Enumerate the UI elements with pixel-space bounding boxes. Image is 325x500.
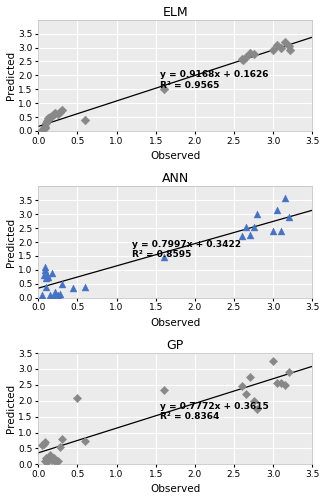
Point	[270, 357, 276, 365]
Point	[59, 435, 64, 443]
Point	[243, 54, 248, 62]
Point	[49, 112, 54, 120]
Point	[44, 118, 49, 126]
Y-axis label: Predicted: Predicted	[6, 218, 16, 266]
Point	[286, 368, 292, 376]
Point	[42, 266, 47, 274]
Point	[83, 116, 88, 124]
Point	[40, 126, 45, 134]
Point	[44, 274, 49, 282]
Point	[83, 282, 88, 290]
Point	[41, 272, 46, 280]
Point	[251, 222, 256, 230]
Point	[42, 124, 47, 132]
Point	[282, 38, 287, 46]
Point	[47, 113, 53, 121]
Point	[243, 222, 248, 230]
Point	[58, 108, 63, 116]
Point	[47, 451, 53, 459]
Point	[46, 114, 51, 122]
Point	[53, 288, 58, 296]
Point	[46, 456, 51, 464]
Point	[71, 284, 76, 292]
Point	[239, 382, 244, 390]
Title: ANN: ANN	[162, 172, 189, 185]
Text: y = 0.7772x + 0.3615
R² = 0.8364: y = 0.7772x + 0.3615 R² = 0.8364	[160, 402, 268, 421]
Point	[43, 457, 48, 465]
Point	[47, 291, 53, 299]
Point	[278, 380, 283, 388]
Point	[278, 44, 283, 52]
Point	[255, 404, 260, 412]
Point	[251, 50, 256, 58]
Point	[251, 396, 256, 404]
Point	[286, 213, 292, 221]
Point	[274, 41, 280, 49]
Y-axis label: Predicted: Predicted	[6, 51, 16, 100]
Point	[243, 390, 248, 398]
Point	[44, 454, 49, 462]
Point	[161, 254, 166, 262]
Point	[278, 227, 283, 235]
Point	[42, 438, 47, 446]
Text: y = 0.7997x + 0.3422
R² = 0.8595: y = 0.7997x + 0.3422 R² = 0.8595	[132, 240, 241, 260]
Point	[75, 394, 80, 402]
Point	[44, 456, 49, 464]
Point	[53, 109, 58, 117]
Point	[239, 54, 244, 62]
Point	[59, 106, 64, 114]
Point	[51, 110, 57, 118]
Point	[44, 118, 49, 126]
Point	[44, 282, 49, 290]
Title: GP: GP	[167, 339, 184, 352]
Point	[49, 456, 54, 464]
Point	[274, 380, 280, 388]
Title: ELM: ELM	[162, 6, 188, 18]
Point	[55, 456, 60, 464]
Point	[40, 442, 45, 450]
Point	[51, 454, 57, 462]
Point	[282, 194, 287, 202]
Point	[59, 280, 64, 288]
Point	[46, 273, 51, 281]
Point	[58, 290, 63, 298]
Point	[40, 291, 45, 299]
Point	[288, 46, 293, 54]
Point	[239, 232, 244, 240]
Point	[51, 292, 57, 300]
Point	[286, 42, 292, 50]
Point	[41, 124, 46, 132]
Point	[247, 231, 252, 239]
Point	[41, 440, 46, 448]
Point	[55, 110, 60, 118]
Point	[45, 116, 50, 124]
Point	[241, 56, 246, 64]
Point	[44, 272, 49, 280]
X-axis label: Observed: Observed	[150, 151, 201, 161]
Text: y = 0.9168x + 0.1626
R² = 0.9565: y = 0.9168x + 0.1626 R² = 0.9565	[160, 70, 268, 90]
Point	[53, 457, 58, 465]
Point	[58, 443, 63, 451]
Point	[270, 227, 276, 235]
Point	[274, 206, 280, 214]
Point	[161, 86, 166, 94]
X-axis label: Observed: Observed	[150, 484, 201, 494]
Point	[55, 291, 60, 299]
Point	[161, 386, 166, 394]
Point	[282, 381, 287, 389]
Point	[255, 210, 260, 218]
Y-axis label: Predicted: Predicted	[6, 384, 16, 434]
Point	[247, 373, 252, 381]
Point	[247, 49, 252, 57]
Point	[270, 46, 276, 54]
X-axis label: Observed: Observed	[150, 318, 201, 328]
Point	[49, 268, 54, 276]
Point	[43, 123, 48, 131]
Point	[44, 457, 49, 465]
Point	[83, 438, 88, 446]
Point	[43, 263, 48, 271]
